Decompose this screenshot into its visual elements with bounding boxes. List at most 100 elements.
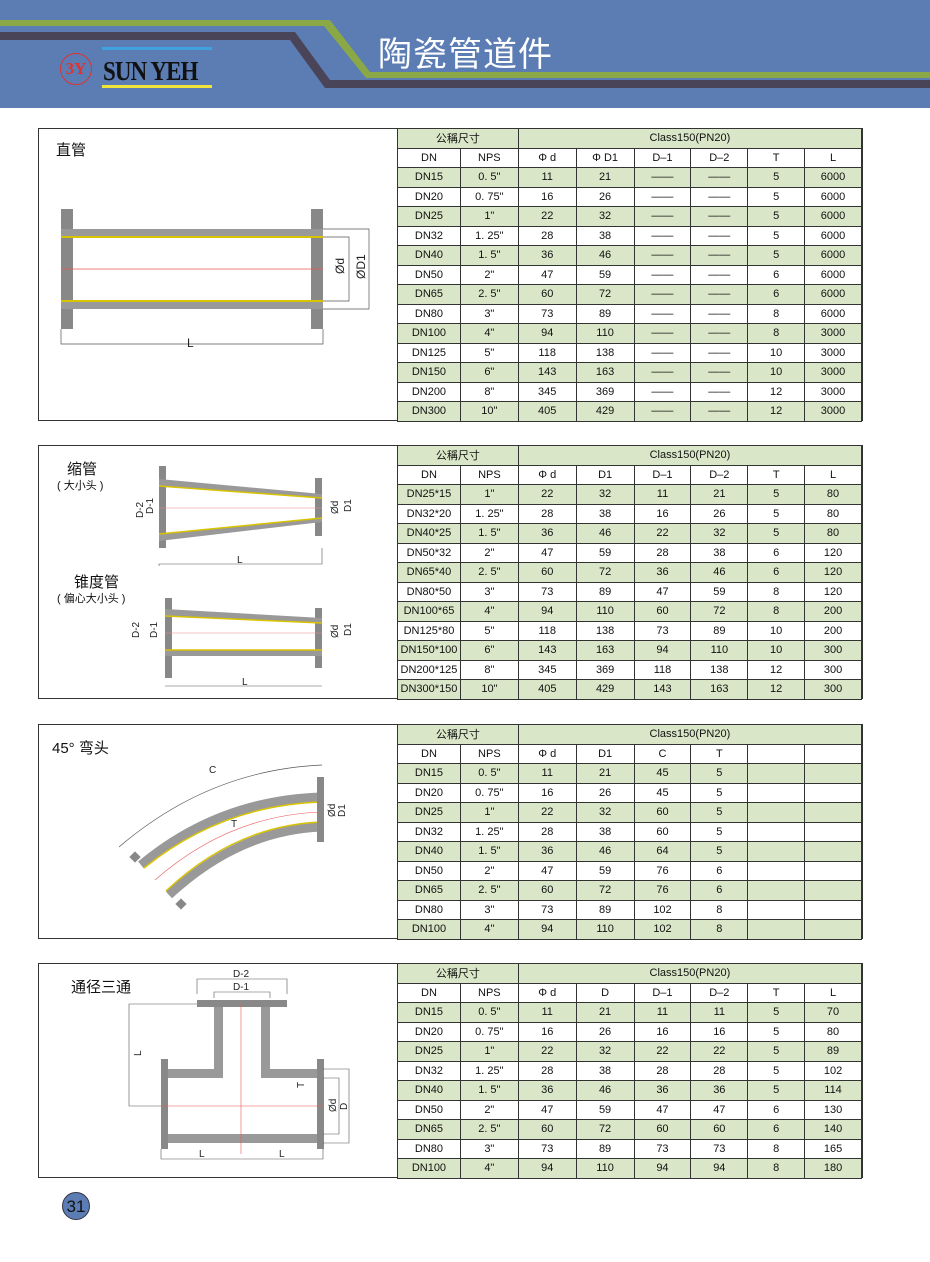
table-row: DN80 3" 73 89 102 8 [397, 899, 862, 920]
table-cell: 3000 [804, 323, 862, 344]
section-45-elbow: 45° 弯头 C T Ød D1 公稱尺寸 Class150(PN20) DN NPS… [38, 724, 863, 940]
table-row: DN100 4" 94 110 —— —— 8 3000 [397, 323, 862, 344]
table-cell: 11 [690, 1002, 749, 1023]
table-cell: 3000 [804, 342, 862, 363]
table-cell: 4" [459, 1158, 519, 1179]
table-cell: 60 [690, 1119, 749, 1140]
table-row: DN300*150 10" 405 429 143 163 12 300 [397, 679, 862, 700]
table-cell: 0. 5" [459, 763, 519, 784]
dim-L-left: L [199, 1149, 205, 1160]
table-cell: DN65 [397, 1119, 461, 1140]
table-cell: 5" [459, 342, 519, 363]
table-cell: 89 [575, 303, 635, 324]
table-cell: 1. 5" [459, 523, 519, 544]
table-cell: 5 [747, 1041, 806, 1062]
table-cell: 21 [575, 167, 635, 188]
table-cell: DN125*80 [397, 620, 461, 641]
table-cell: 130 [804, 1099, 862, 1120]
table-row: DN15 0. 5" 11 21 —— —— 5 6000 [397, 167, 862, 188]
table-cell: 8 [690, 899, 749, 920]
table-cell: 89 [690, 620, 749, 641]
table-cell: DN80*50 [397, 581, 461, 602]
table-cell: DN40 [397, 1080, 461, 1101]
table-cell [747, 919, 806, 940]
table-cell: 1. 25" [459, 821, 519, 842]
table-row: DN200*125 8" 345 369 118 138 12 300 [397, 659, 862, 680]
table-cell [804, 763, 862, 784]
table-cell: 28 [517, 1060, 577, 1081]
table-cell: 80 [804, 1021, 862, 1042]
table-cell: 110 [575, 601, 635, 622]
column-header: D–1 [633, 464, 692, 485]
table-cell: 8 [747, 1138, 806, 1159]
dim-D1: D1 [337, 804, 348, 817]
table-cell: 300 [804, 640, 862, 661]
table-cell: 22 [517, 802, 577, 823]
table-cell: —— [690, 264, 749, 285]
group-header-class: Class150(PN20) [517, 445, 863, 466]
table-cell: 6 [747, 284, 806, 305]
table-row: DN200 8" 345 369 —— —— 12 3000 [397, 381, 862, 402]
dim-T: T [231, 819, 237, 830]
table-cell: 10" [459, 679, 519, 700]
table-cell: 28 [517, 821, 577, 842]
table-cell: 94 [633, 1158, 692, 1179]
table-cell: 46 [690, 562, 749, 583]
table-cell: 6000 [804, 186, 862, 207]
logo-text: SUN YEH [103, 56, 198, 86]
table-cell: 89 [575, 899, 635, 920]
table-cell: 32 [575, 206, 635, 227]
table-cell: 114 [804, 1080, 862, 1101]
table-cell [747, 841, 806, 862]
table-cell: DN100*65 [397, 601, 461, 622]
table-cell: 28 [690, 1060, 749, 1081]
table-cell: 28 [517, 225, 577, 246]
section-equal-tee: 通径三通 D-2 D-1 L L L T Ød D 公稱尺寸 Class150(P… [38, 963, 863, 1179]
table-cell: 8 [747, 581, 806, 602]
table-cell: 72 [575, 1119, 635, 1140]
reducer-drawing: L D-2 D-1 Ød D1 L D-2 D-1 Ød D1 [131, 466, 354, 688]
table-cell: 73 [517, 581, 577, 602]
table-cell: —— [690, 362, 749, 383]
table-cell: 12 [747, 679, 806, 700]
table-cell: 300 [804, 679, 862, 700]
elbow-drawing: C T Ød D1 [118, 764, 348, 910]
table-cell: 32 [575, 484, 635, 505]
table-cell: 8 [747, 303, 806, 324]
group-header-class: Class150(PN20) [517, 724, 863, 745]
table-cell: 5 [747, 1060, 806, 1081]
table-cell: 60 [633, 1119, 692, 1140]
column-header: DN [397, 147, 461, 168]
table-cell: 11 [517, 763, 577, 784]
column-header: T [690, 743, 749, 764]
table-cell: 345 [517, 381, 577, 402]
column-header: NPS [459, 743, 519, 764]
table-cell: DN100 [397, 323, 461, 344]
table-cell: 73 [517, 1138, 577, 1159]
table-cell: 1. 25" [459, 225, 519, 246]
table-cell [804, 880, 862, 901]
table-cell: 429 [575, 679, 635, 700]
table-cell: 4" [459, 919, 519, 940]
table-cell: 10 [747, 640, 806, 661]
table-cell: 6000 [804, 225, 862, 246]
table-cell: 47 [690, 1099, 749, 1120]
column-header: T [747, 982, 806, 1003]
column-header: D [575, 982, 635, 1003]
dim-D1: D1 [343, 499, 354, 512]
table-cell [804, 899, 862, 920]
table-column-header: DN NPS Φ d D1 D–1 D–2 T L [397, 464, 862, 485]
column-header: D–1 [633, 147, 692, 168]
table-cell: 1. 25" [459, 503, 519, 524]
dim-d: Ød [333, 258, 347, 274]
table-cell: 38 [575, 1060, 635, 1081]
table-cell: —— [690, 381, 749, 402]
table-cell: —— [690, 245, 749, 266]
table-cell: 6000 [804, 264, 862, 285]
table-cell: 10 [747, 342, 806, 363]
table-cell [804, 860, 862, 881]
table-row: DN32*20 1. 25" 28 38 16 26 5 80 [397, 503, 862, 524]
table-cell: DN65*40 [397, 562, 461, 583]
table-cell [747, 821, 806, 842]
